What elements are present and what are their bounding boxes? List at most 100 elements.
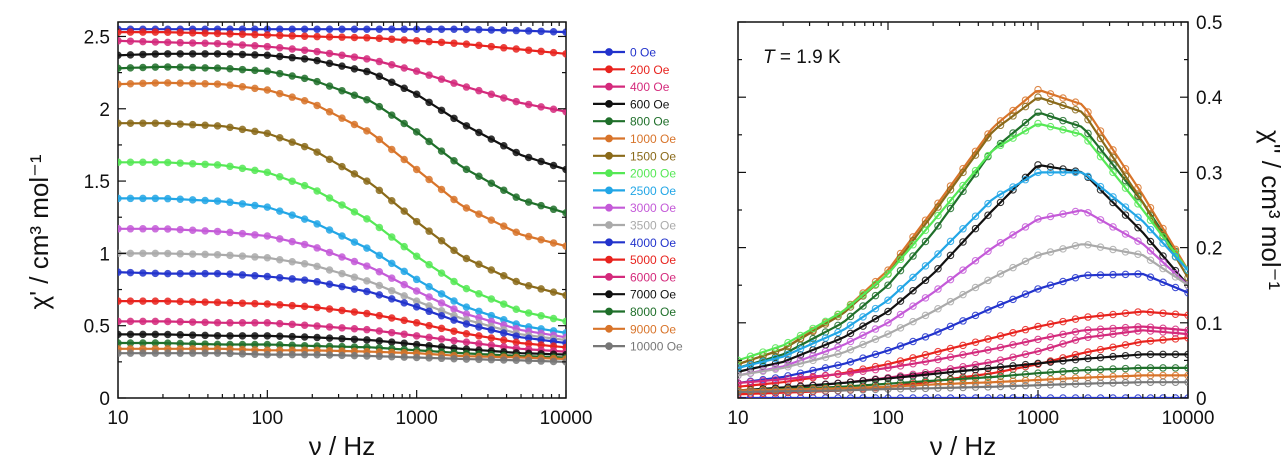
data-point	[909, 337, 917, 346]
series-2500-oe-right	[738, 168, 1188, 372]
data-point	[909, 252, 917, 260]
legend-item: 6000 Oe	[593, 270, 676, 284]
legend-marker	[605, 151, 613, 160]
legend-item: 8000 Oe	[593, 305, 676, 319]
series-5000-oe-left	[118, 297, 566, 352]
data-point	[984, 151, 992, 160]
data-point	[859, 322, 867, 330]
legend-item: 600 Oe	[593, 97, 670, 111]
legend-label: 8000 Oe	[630, 305, 676, 319]
legend-marker	[605, 273, 613, 281]
legend-marker	[605, 307, 613, 316]
fit-line	[118, 161, 566, 323]
data-point	[934, 264, 942, 273]
data-point	[921, 237, 930, 246]
legend-label: 400 Oe	[630, 80, 670, 94]
legend-marker	[605, 186, 613, 195]
data-point	[871, 304, 880, 313]
fit-line	[118, 81, 566, 248]
y-tick-label-left: 1	[99, 244, 110, 265]
data-point	[934, 285, 942, 293]
fit-line	[738, 171, 1188, 369]
data-point	[971, 283, 980, 292]
data-point	[1021, 223, 1030, 231]
data-point	[809, 334, 817, 343]
y-axis-title-right: χ'' / cm³ mol⁻¹	[1256, 130, 1286, 290]
data-point	[1034, 108, 1042, 116]
legend-label: 10000 Oe	[630, 340, 683, 354]
legend-marker	[605, 65, 613, 74]
data-point	[971, 212, 980, 220]
x-axis-title-right: ν / Hz	[930, 431, 996, 461]
data-point	[1146, 203, 1155, 212]
data-point	[1146, 216, 1155, 224]
legend-item: 10000 Oe	[593, 340, 683, 354]
data-point	[1021, 257, 1030, 266]
series-800-oe-left	[118, 63, 566, 217]
legend-label: 200 Oe	[630, 63, 670, 77]
fit-line	[738, 243, 1188, 377]
fit-line	[738, 164, 1188, 373]
x-tick-label-left: 100	[251, 408, 283, 429]
data-point	[1034, 85, 1042, 94]
fit-line	[738, 381, 1188, 394]
fit-line	[118, 271, 566, 345]
data-point	[1021, 118, 1030, 127]
data-point	[1096, 145, 1105, 153]
data-point	[959, 266, 967, 274]
series-3500-oe-right	[738, 241, 1188, 380]
data-point	[1109, 198, 1117, 207]
data-point	[909, 286, 917, 295]
data-point	[1084, 108, 1092, 116]
fit-line	[118, 39, 566, 113]
data-point	[909, 302, 917, 310]
data-point	[984, 134, 992, 142]
fit-line	[118, 300, 566, 349]
legend-item: 0 Oe	[593, 46, 656, 60]
data-point	[846, 329, 855, 338]
data-point	[946, 237, 955, 246]
fit-line	[118, 122, 566, 297]
legend-item: 3000 Oe	[593, 201, 676, 215]
data-point	[846, 345, 855, 354]
data-point	[946, 275, 955, 284]
data-point	[984, 199, 992, 208]
legend-label: 5000 Oe	[630, 253, 676, 267]
x-tick-label-right: 10000	[1162, 408, 1215, 429]
legend-marker	[605, 238, 613, 247]
data-point	[959, 187, 967, 195]
data-point	[1159, 278, 1167, 287]
data-point	[871, 280, 880, 289]
data-point	[1134, 213, 1142, 222]
temperature-value: = 1.9 K	[775, 47, 841, 68]
x-tick-label-left: 1000	[396, 408, 438, 429]
data-point	[946, 297, 955, 306]
legend: 0 Oe 200 Oe 400 Oe 600 Oe 800 Oe 1000 Oe 1500 …	[593, 46, 683, 354]
legend-item: 7000 Oe	[593, 288, 676, 302]
y-tick-label-left: 0	[99, 389, 110, 410]
fit-line	[738, 112, 1188, 369]
legend-marker	[605, 255, 613, 264]
data-point	[1009, 183, 1017, 191]
data-point	[846, 321, 855, 329]
data-point	[1146, 247, 1155, 255]
data-point	[1034, 93, 1042, 101]
legend-item: 800 Oe	[593, 115, 670, 129]
x-tick-label-right: 1000	[1017, 408, 1059, 429]
data-point	[896, 285, 905, 293]
y-tick-label-left: 1.5	[84, 172, 110, 193]
data-point	[859, 290, 867, 299]
data-point	[821, 317, 830, 326]
data-point	[1096, 134, 1105, 143]
data-point	[996, 190, 1005, 199]
y-tick-label-left: 2.5	[84, 27, 110, 48]
data-point	[1009, 134, 1017, 142]
data-point	[896, 324, 905, 332]
legend-item: 1000 Oe	[593, 132, 676, 146]
fit-line	[118, 65, 566, 214]
data-point	[1171, 273, 1180, 281]
data-point	[821, 334, 830, 342]
y-axis-title-left: χ' / cm³ mol⁻¹	[24, 154, 54, 309]
data-point	[1109, 168, 1117, 177]
data-point	[859, 302, 867, 310]
